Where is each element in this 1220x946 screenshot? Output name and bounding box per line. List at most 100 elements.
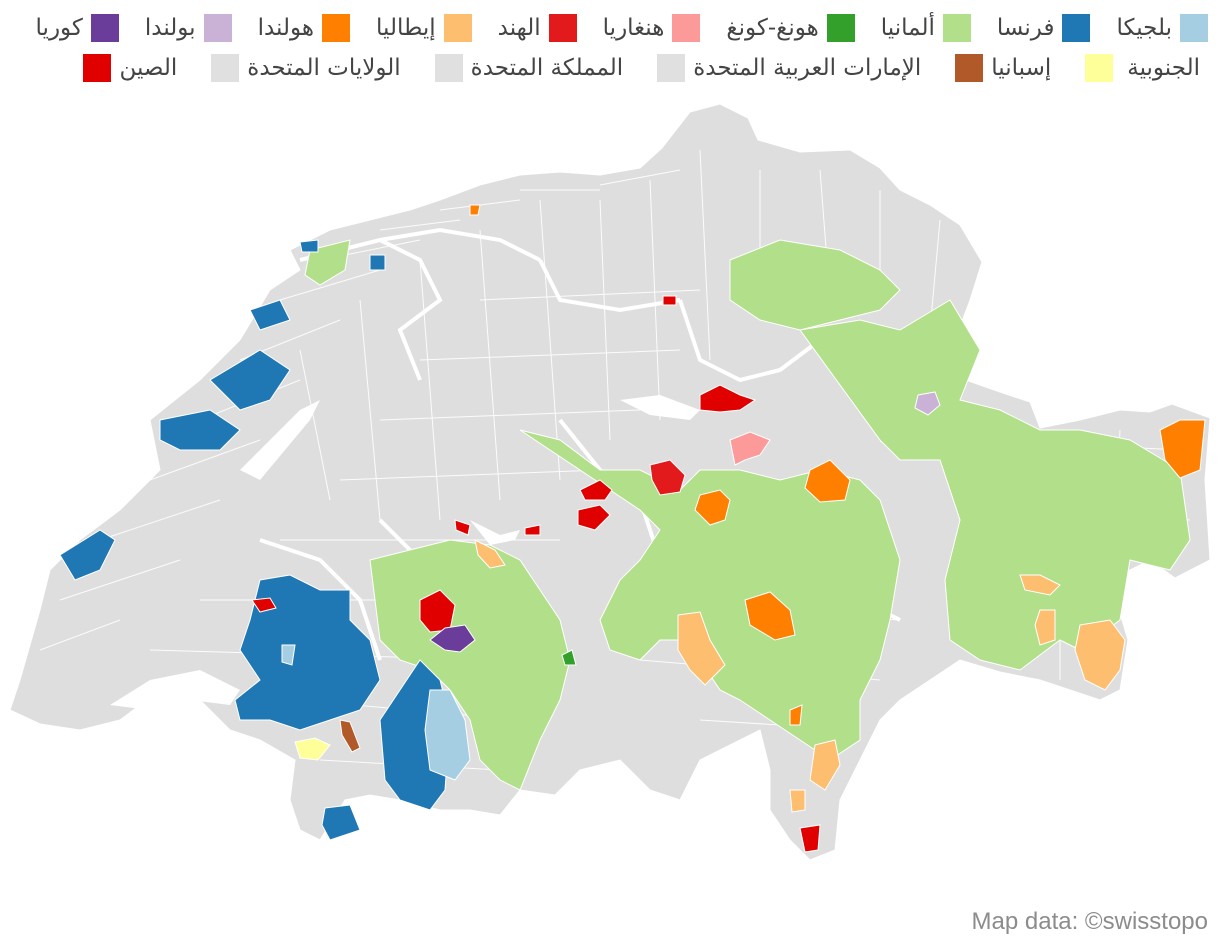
region-china-small-3 xyxy=(662,295,677,306)
switzerland-municipality-map xyxy=(9,103,1211,861)
region-italy-small-3 xyxy=(789,789,806,813)
map-legend: بلجيكا فرنسا ألمانيا هونغ-كونغ هنغاريا ا… xyxy=(10,8,1208,88)
region-netherlands-ticino xyxy=(744,591,796,641)
legend-label: بلجيكا xyxy=(1116,15,1172,41)
legend-item-uae: الإمارات العربية المتحدة xyxy=(657,54,929,82)
legend-swatch xyxy=(826,14,855,42)
lake-neuchatel xyxy=(240,400,320,480)
legend-item-spain: إسبانيا xyxy=(955,54,1059,82)
region-china-lucerne xyxy=(699,384,757,413)
region-italy-grisons xyxy=(1074,619,1126,691)
region-italy-ticino-2 xyxy=(809,739,841,791)
legend-item-korea: كوريا xyxy=(36,14,119,42)
region-netherlands-uri xyxy=(694,489,731,526)
legend-label: الصين xyxy=(119,55,178,81)
region-france-small-1 xyxy=(249,299,291,331)
legend-item-south: الجنوبية xyxy=(1085,54,1208,82)
region-belgium-small xyxy=(281,644,296,666)
legend-label: الجنوبية xyxy=(1127,55,1200,81)
region-italy-ticino-1 xyxy=(677,611,726,686)
legend-swatch xyxy=(672,14,701,42)
region-italy-small-1 xyxy=(1019,574,1061,596)
region-india xyxy=(649,459,686,496)
lake-thun xyxy=(470,520,520,545)
region-hong-kong xyxy=(561,649,577,666)
legend-item-hungary: هنغاريا xyxy=(603,14,701,42)
legend-label: إيطاليا xyxy=(376,15,436,41)
region-netherlands-small-1 xyxy=(789,704,803,726)
legend-swatch xyxy=(322,14,351,42)
legend-label: هنغاريا xyxy=(602,15,665,41)
legend-item-poland: بولندا xyxy=(145,14,232,42)
region-france-small-3 xyxy=(299,239,319,253)
legend-swatch xyxy=(942,14,971,42)
legend-swatch xyxy=(434,54,463,82)
region-china-vaud xyxy=(251,597,277,613)
legend-item-netherlands: هولندا xyxy=(257,14,351,42)
legend-swatch xyxy=(955,54,984,82)
legend-swatch xyxy=(203,14,232,42)
region-spain xyxy=(339,719,361,753)
region-netherlands-glarus xyxy=(804,459,851,503)
region-china-bern-2 xyxy=(577,504,611,531)
legend-swatch xyxy=(657,54,686,82)
legend-item-india: الهند xyxy=(498,14,577,42)
legend-item-usa: الولايات المتحدة xyxy=(211,54,408,82)
region-fills xyxy=(59,204,1206,853)
legend-swatch xyxy=(548,14,577,42)
region-netherlands-small-2 xyxy=(469,204,481,216)
legend-row-1: بلجيكا فرنسا ألمانيا هونغ-كونغ هنغاريا ا… xyxy=(10,8,1208,48)
region-china-bern-1 xyxy=(579,479,613,501)
legend-item-italy: إيطاليا xyxy=(376,14,472,42)
region-germany-north xyxy=(729,239,901,331)
region-italy-small-2 xyxy=(474,539,506,569)
legend-swatch xyxy=(1180,14,1208,42)
lake-lucerne xyxy=(620,395,700,420)
region-china-small-2 xyxy=(524,524,541,536)
legend-swatch xyxy=(83,54,112,82)
region-netherlands-grisons xyxy=(1159,419,1206,479)
region-germany-central xyxy=(519,429,901,761)
region-china-small-1 xyxy=(454,519,471,536)
region-poland xyxy=(914,391,941,416)
lakes xyxy=(110,395,700,710)
region-korea xyxy=(429,624,476,653)
legend-label: المملكة المتحدة xyxy=(470,55,624,81)
legend-item-belgium: بلجيكا xyxy=(1116,14,1208,42)
legend-label: بولندا xyxy=(144,15,196,41)
region-france-small-2 xyxy=(369,254,386,271)
lake-geneva xyxy=(110,670,240,710)
legend-swatch xyxy=(1062,14,1091,42)
legend-label: الهند xyxy=(497,15,541,41)
legend-label: هولندا xyxy=(257,15,315,41)
legend-swatch xyxy=(211,54,240,82)
region-belgium xyxy=(424,689,471,781)
legend-item-uk: المملكة المتحدة xyxy=(434,54,632,82)
legend-label: هونغ-كونغ xyxy=(726,15,819,41)
region-germany-east xyxy=(799,299,1191,671)
legend-swatch xyxy=(1085,54,1114,82)
region-france-vaud xyxy=(234,574,381,731)
region-france-jura xyxy=(209,349,291,411)
legend-item-germany: ألمانيا xyxy=(881,14,971,42)
legend-item-france: فرنسا xyxy=(997,14,1091,42)
legend-item-hong-kong: هونغ-كونغ xyxy=(726,14,855,42)
region-italy-grisons-2 xyxy=(1034,609,1056,646)
region-france-west xyxy=(59,529,116,581)
region-france-wallis xyxy=(321,804,361,841)
legend-label: الإمارات العربية المتحدة xyxy=(693,55,922,81)
region-south-yellow xyxy=(294,737,331,761)
legend-swatch xyxy=(443,14,472,42)
legend-label: إسبانيا xyxy=(991,55,1052,81)
region-france-neuchatel xyxy=(159,409,241,451)
legend-label: ألمانيا xyxy=(880,15,935,41)
region-china-ticino xyxy=(799,824,821,853)
legend-label: كوريا xyxy=(35,15,83,41)
legend-label: الولايات المتحدة xyxy=(247,55,401,81)
legend-item-china: الصين xyxy=(83,54,185,82)
legend-swatch xyxy=(90,14,119,42)
map-credit: Map data: ©swisstopo xyxy=(971,908,1208,935)
legend-row-2: الجنوبية إسبانيا الإمارات العربية المتحد… xyxy=(10,48,1208,88)
legend-label: فرنسا xyxy=(996,15,1055,41)
region-hungary xyxy=(729,431,771,466)
